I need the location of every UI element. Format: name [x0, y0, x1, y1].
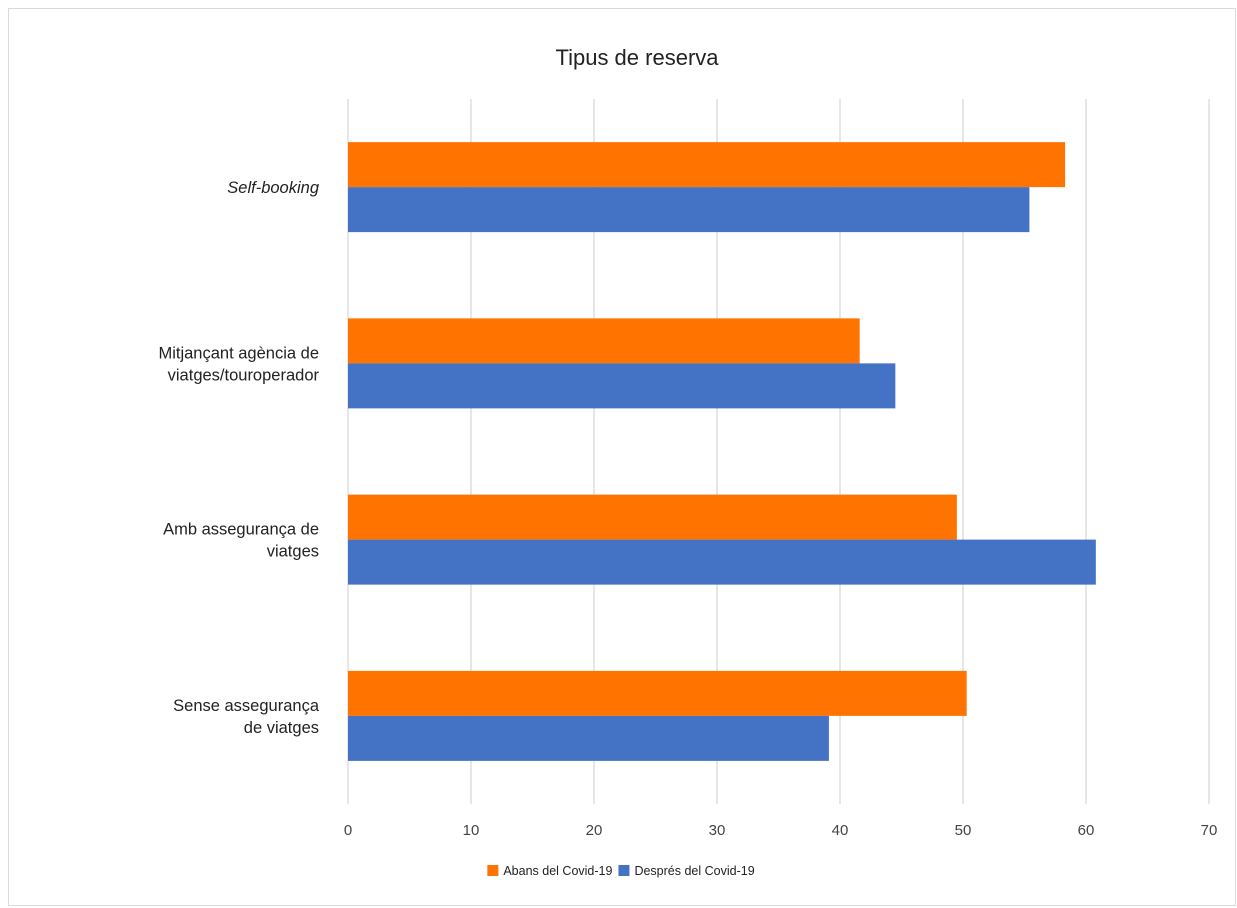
x-tick-label: 10 — [463, 822, 480, 839]
chart-title: Tipus de reserva — [555, 45, 719, 70]
category-label: Self-booking — [227, 179, 320, 197]
x-axis-ticks: 0 10 20 30 40 50 60 70 — [344, 822, 1218, 839]
bar-abans-0 — [348, 142, 1066, 188]
category-label: Mitjançant agència de viatges/touroperado… — [158, 344, 319, 384]
x-tick-label: 70 — [1201, 822, 1218, 839]
legend-swatch — [487, 865, 499, 876]
bar-despres-0 — [348, 187, 1030, 233]
bar-despres-3 — [348, 715, 829, 761]
x-tick-label: 40 — [832, 822, 849, 839]
legend-label: Abans del Covid-19 — [503, 864, 612, 878]
legend-label: Després del Covid-19 — [634, 864, 754, 878]
bar-despres-1 — [348, 363, 896, 409]
category-labels: Self-booking Mitjançant agència de viatges… — [158, 179, 319, 737]
x-tick-label: 50 — [955, 822, 972, 839]
x-tick-label: 30 — [709, 822, 726, 839]
bar-abans-1 — [348, 318, 860, 364]
legend-swatch — [618, 865, 630, 876]
chart-frame: Tipus de reserva 0 10 20 30 40 50 60 70 Self-bo… — [8, 8, 1236, 906]
bars — [348, 142, 1096, 761]
bar-despres-2 — [348, 539, 1096, 585]
bar-abans-2 — [348, 494, 957, 540]
x-tick-label: 20 — [586, 822, 603, 839]
bar-chart: Tipus de reserva 0 10 20 30 40 50 60 70 Self-bo… — [158, 45, 1218, 878]
legend: Abans del Covid-19 Després del Covid-19 — [487, 864, 755, 878]
x-tick-label: 0 — [344, 822, 352, 839]
category-label: Sense assegurança de viatges — [173, 697, 320, 737]
x-tick-label: 60 — [1078, 822, 1095, 839]
category-label: Amb assegurança de viatges — [163, 521, 319, 561]
bar-abans-3 — [348, 670, 967, 716]
